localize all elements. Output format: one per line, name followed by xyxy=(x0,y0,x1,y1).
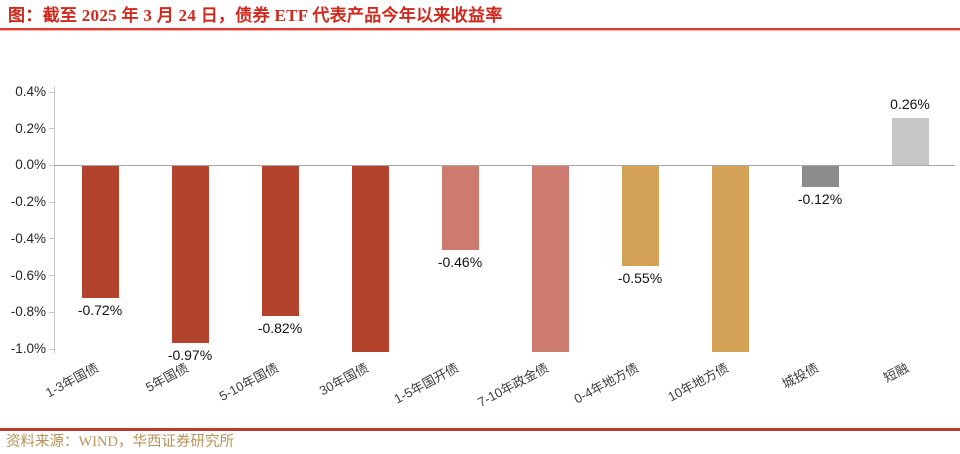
bar xyxy=(261,166,299,316)
x-axis-category-label: 城投债 xyxy=(779,360,822,392)
y-axis-tick-label: -1.0% xyxy=(10,341,46,356)
bar xyxy=(81,166,119,298)
bar xyxy=(441,166,479,250)
y-axis-tick xyxy=(49,91,55,93)
y-axis-tick-label: 0.4% xyxy=(15,84,46,99)
footer-divider xyxy=(0,428,960,431)
bar xyxy=(351,166,389,352)
bar xyxy=(711,166,749,352)
y-axis-tick-label: 0.2% xyxy=(15,120,46,136)
x-axis-category-label: 5年国债 xyxy=(143,360,192,395)
bar xyxy=(531,166,569,352)
x-axis-category-label: 0-4年地方债 xyxy=(571,360,642,407)
bar-value-label: 0.26% xyxy=(890,95,930,112)
bar xyxy=(801,166,839,188)
figure-title: 图：截至 2025 年 3 月 24 日，债券 ETF 代表产品今年以来收益率 xyxy=(8,6,503,25)
y-axis-tick xyxy=(49,128,55,130)
y-axis-line xyxy=(54,86,55,353)
bar xyxy=(891,117,929,166)
bar xyxy=(621,166,659,267)
y-axis-tick xyxy=(49,275,55,277)
y-axis-tick-label: 0.0% xyxy=(15,157,46,173)
y-axis-tick xyxy=(49,238,55,240)
zero-baseline xyxy=(54,164,955,166)
x-axis-category-label: 1-5年国开债 xyxy=(391,360,462,407)
y-axis-tick xyxy=(49,311,55,313)
bar-value-label: -0.55% xyxy=(617,270,663,287)
y-axis-tick-label: -0.8% xyxy=(10,304,46,320)
x-axis-category-label: 1-3年国债 xyxy=(42,360,102,401)
bar-value-label: -0.82% xyxy=(257,319,303,336)
title-underline xyxy=(0,28,960,31)
y-axis-tick xyxy=(49,201,55,203)
y-axis-tick-label: -0.4% xyxy=(10,230,46,246)
y-axis-tick-label: -0.2% xyxy=(10,194,46,210)
bar-value-label: -0.72% xyxy=(77,301,123,318)
source-note: 资料来源：WIND，华西证券研究所 xyxy=(6,434,234,450)
bar-value-label: -0.12% xyxy=(797,191,843,208)
y-axis-tick-label: -0.6% xyxy=(10,267,46,283)
y-axis-tick xyxy=(49,348,55,350)
bar-value-label: -0.46% xyxy=(437,253,483,270)
y-axis-tick xyxy=(49,164,55,166)
x-axis-category-label: 短融 xyxy=(881,360,912,386)
x-axis-category-label: 7-10年政金债 xyxy=(475,360,552,410)
x-axis-category-label: 5-10年国债 xyxy=(216,360,282,404)
x-axis-category-label: 30年国债 xyxy=(316,360,372,399)
bar-value-label: -0.97% xyxy=(167,347,213,364)
bar xyxy=(171,166,209,344)
x-axis-category-label: 10年地方债 xyxy=(665,360,732,405)
